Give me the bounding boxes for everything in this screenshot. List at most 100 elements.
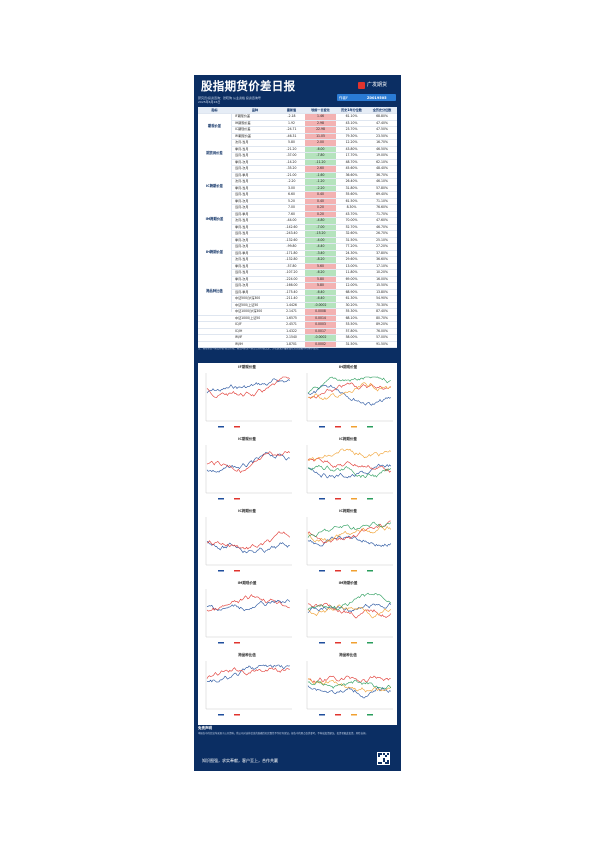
series-line [307,448,391,461]
legend-swatch [367,498,373,500]
series-line [307,384,391,406]
legend-swatch [234,642,240,644]
chart-plot [205,517,292,572]
series-line [307,602,392,613]
table-cell: -132.60 [285,237,298,242]
row-label: 次月-当月 [235,257,249,261]
table-cell: 5.80 [305,276,336,282]
qr-code-icon [377,752,390,765]
series-line [206,451,291,474]
group-label: IH跨期价差 [198,235,232,268]
table-cell: 11.05 [305,133,336,139]
table-cell: 2.98 [305,120,336,126]
table-cell: -4.80 [305,218,336,224]
qr-cell [387,759,390,762]
spread-table: 指标 品种 最新值 较前一日变化 历史1年分位数 全历史分位数 IF期现价差 -2… [198,107,397,348]
row-label: 远月-季月 [235,172,249,177]
table-cell: 0.0017 [305,328,336,334]
table-cell: 12.20% [345,140,358,144]
legend-swatch [351,426,357,428]
table-cell: 61.30% [345,296,358,300]
table-cell: 2.60 [305,166,336,172]
table-cell: 79.30% [345,133,358,138]
author-line: 研究员/投资咨询：张晓珣 从业资格 投资咨询号 [198,96,261,100]
table-row: IM/IH 1.8701 0.0002 31.50% 91.50% [198,341,397,348]
table-row: 季月-当月 -21.20 -6.00 43.80% 46.50% [198,146,397,153]
chart-panel: IM跨期价差 [299,579,397,649]
table-cell: -24.71 [286,127,297,131]
chart-panel: IM期现价差 [198,579,296,649]
table-cell: -3.40 [305,250,336,256]
qr-cell [384,755,387,758]
table-cell: 5.60 [305,263,336,269]
row-label: 远月-季月 [235,289,249,294]
table-cell: 16.00% [376,276,388,281]
legend-swatch [335,426,341,428]
badge-code: Z0019505 [367,95,387,100]
table-cell: 0.0008 [305,309,336,315]
logo-mark-icon [358,82,365,89]
series-line [307,678,392,693]
table-cell: 0.20 [305,205,336,211]
table-cell: 0.0002 [305,341,336,347]
row-label: 季月-次月 [235,237,249,242]
table-cell: -37.00 [286,153,297,157]
table-cell: -243.40 [285,231,298,235]
table-cell: 1.8701 [286,341,297,346]
table-cell: 19.00% [376,153,388,157]
row-label: 远月-当月 [235,270,249,274]
row-label: 远月-季月 [235,211,249,216]
table-cell: 7.00 [288,205,295,209]
series-line [307,602,392,619]
table-cell: 7.60 [288,211,295,216]
series-line [307,535,392,547]
table-cell: -35.20 [286,166,297,170]
table-cell: 5.20 [288,198,295,203]
row-label: 中证500/上证50 [235,302,259,307]
chart-panel: IC期现价差 [198,435,296,505]
row-label: IF期现价差 [235,114,251,118]
table-row: 远月-当月 -243.40 -15.20 32.60% 26.70% [198,231,397,238]
legend-swatch [335,714,341,716]
table-row: IM期现价差 -46.31 11.05 79.30% 23.50% [198,133,397,140]
table-cell: 71.10% [376,198,388,203]
chart-plot [306,661,393,716]
chart-title: 跨品种比值 [339,653,357,657]
table-cell: -224.00 [285,276,298,281]
row-label: IC期现价差 [235,127,251,131]
table-cell: -15.20 [305,231,336,237]
row-label: 远月-次月 [235,166,249,170]
table-cell: 0.0014 [305,315,336,321]
table-row: 远月-季月 -21.00 -1.60 36.60% 36.70% [198,172,397,179]
qr-cell [382,759,385,762]
chart-title: IC跨期价差 [339,437,357,441]
chart-plot [205,373,292,428]
series-line [307,525,392,543]
legend-swatch [367,570,373,572]
table-cell: 26.40% [345,179,358,183]
table-row: 中证1000/沪深300 2.1471 0.0008 55.30% 87.40% [198,309,397,316]
table-cell: 8.30% [346,205,357,209]
table-cell: 61.50% [345,198,358,203]
chart-panel: 跨品种比值 [198,651,296,721]
table-cell: 70.30% [376,302,388,307]
table-cell: 1.92 [288,120,295,125]
table-row: 远月-当月 -107.20 -6.20 11.80% 10.20% [198,270,397,277]
column-header: 全历史分位数 [372,108,392,112]
series-line [206,378,290,394]
table-cell: 27.20% [376,244,388,248]
row-label: 远月-当月 [235,153,249,157]
series-line [206,376,290,399]
chart-plot [306,517,393,572]
table-cell: 2.1540 [286,335,297,339]
table-cell: 89.20% [376,322,388,326]
table-cell: 69.40% [376,192,388,196]
table-cell: 3.00 [288,185,295,190]
row-label: 中证500/沪深300 [235,296,261,300]
table-cell: 31.50% [345,341,358,346]
legend-swatch [351,714,357,716]
table-row: 中证500/沪深300 -211.40 -6.40 61.30% 54.90% [198,296,397,303]
row-label: 远月-当月 [235,192,249,196]
table-cell: 17.10% [376,263,388,268]
group-label: IM跨期价差 [198,202,232,235]
